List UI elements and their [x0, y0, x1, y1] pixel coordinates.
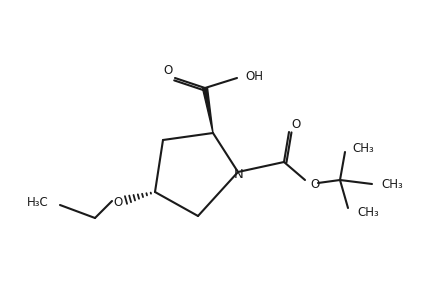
Polygon shape: [203, 88, 213, 133]
Text: O: O: [113, 196, 123, 209]
Text: OH: OH: [245, 70, 263, 83]
Text: O: O: [291, 119, 301, 132]
Text: CH₃: CH₃: [381, 178, 403, 191]
Text: CH₃: CH₃: [357, 206, 379, 219]
Text: CH₃: CH₃: [352, 142, 374, 156]
Text: O: O: [163, 64, 173, 77]
Text: N: N: [234, 167, 244, 181]
Text: H₃C: H₃C: [27, 197, 49, 209]
Text: O: O: [310, 178, 319, 191]
